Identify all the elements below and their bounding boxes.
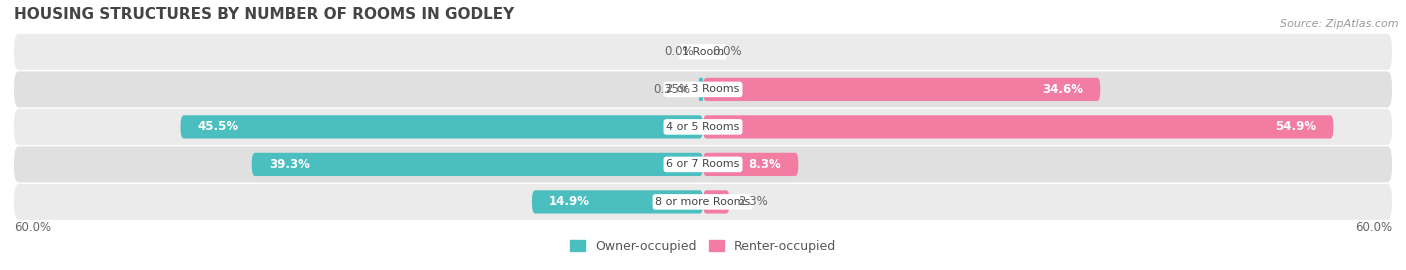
Text: 6 or 7 Rooms: 6 or 7 Rooms <box>666 159 740 169</box>
Text: Source: ZipAtlas.com: Source: ZipAtlas.com <box>1281 19 1399 29</box>
Text: 60.0%: 60.0% <box>1355 221 1392 234</box>
FancyBboxPatch shape <box>14 34 1392 70</box>
FancyBboxPatch shape <box>180 115 703 139</box>
Text: HOUSING STRUCTURES BY NUMBER OF ROOMS IN GODLEY: HOUSING STRUCTURES BY NUMBER OF ROOMS IN… <box>14 6 515 22</box>
Text: 34.6%: 34.6% <box>1042 83 1083 96</box>
Text: 14.9%: 14.9% <box>550 195 591 208</box>
FancyBboxPatch shape <box>703 115 1333 139</box>
FancyBboxPatch shape <box>252 153 703 176</box>
Text: 8 or more Rooms: 8 or more Rooms <box>655 197 751 207</box>
Text: 39.3%: 39.3% <box>269 158 309 171</box>
Text: 54.9%: 54.9% <box>1275 120 1316 133</box>
FancyBboxPatch shape <box>14 109 1392 145</box>
Text: 0.0%: 0.0% <box>713 45 742 58</box>
Text: 8.3%: 8.3% <box>748 158 782 171</box>
FancyBboxPatch shape <box>14 71 1392 107</box>
Text: 60.0%: 60.0% <box>14 221 51 234</box>
Text: 0.0%: 0.0% <box>664 45 693 58</box>
Text: 1 Room: 1 Room <box>682 47 724 57</box>
FancyBboxPatch shape <box>531 190 703 214</box>
Legend: Owner-occupied, Renter-occupied: Owner-occupied, Renter-occupied <box>567 236 839 257</box>
Text: 2.3%: 2.3% <box>738 195 768 208</box>
FancyBboxPatch shape <box>14 146 1392 183</box>
FancyBboxPatch shape <box>703 78 1101 101</box>
FancyBboxPatch shape <box>703 190 730 214</box>
Text: 2 or 3 Rooms: 2 or 3 Rooms <box>666 85 740 94</box>
Text: 4 or 5 Rooms: 4 or 5 Rooms <box>666 122 740 132</box>
Text: 0.35%: 0.35% <box>652 83 690 96</box>
Text: 45.5%: 45.5% <box>198 120 239 133</box>
FancyBboxPatch shape <box>14 184 1392 220</box>
FancyBboxPatch shape <box>703 153 799 176</box>
FancyBboxPatch shape <box>699 78 703 101</box>
